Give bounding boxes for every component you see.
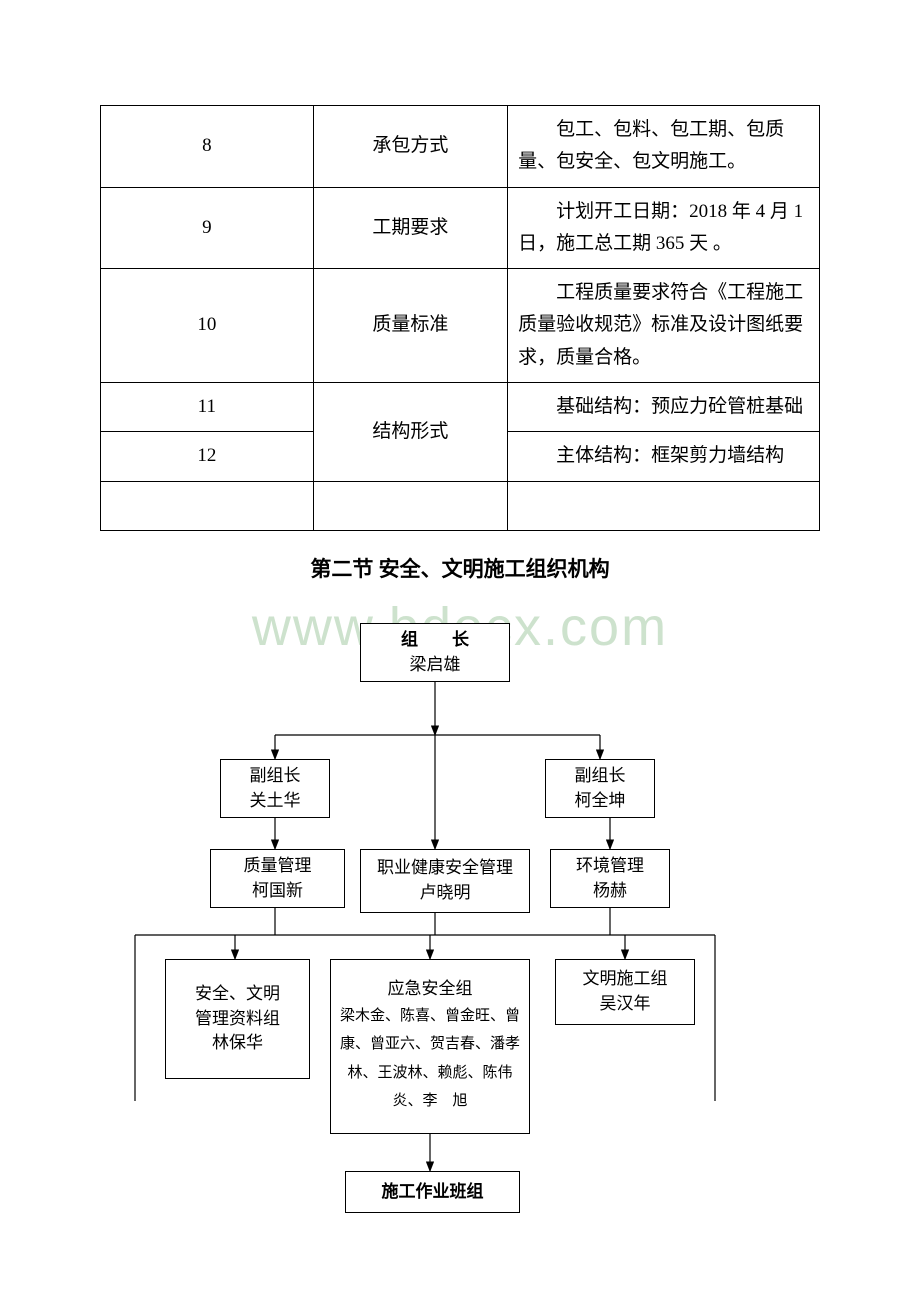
row-desc: 包工、包料、包工期、包质量、包安全、包文明施工。 [508,106,820,188]
org-node-title: 施工作业班组 [382,1180,484,1205]
org-node-title: 安全、文明管理资料组 [195,982,280,1031]
row-label: 承包方式 [313,106,507,188]
row-label: 工期要求 [313,187,507,269]
table-row: 9工期要求计划开工日期：2018 年 4 月 1 日，施工总工期 365 天 。 [101,187,820,269]
table-row: 10质量标准工程质量要求符合《工程施工质量验收规范》标准及设计图纸要求，质量合格… [101,269,820,383]
org-node-title: 职业健康安全管理 [377,856,513,881]
org-node-work: 施工作业班组 [345,1171,520,1213]
org-node-title: 文明施工组 [583,967,668,992]
row-desc: 工程质量要求符合《工程施工质量验收规范》标准及设计图纸要求，质量合格。 [508,269,820,383]
row-desc: 主体结构：框架剪力墙结构 [508,432,820,481]
org-node-leader: 组 长梁启雄 [360,623,510,682]
org-chart: 组 长梁启雄副组长关土华副组长柯全坤质量管理柯国新职业健康安全管理卢晓明环境管理… [100,611,820,1221]
org-node-title: 环境管理 [576,854,644,879]
row-desc: 计划开工日期：2018 年 4 月 1 日，施工总工期 365 天 。 [508,187,820,269]
row-desc: 基础结构：预应力砼管桩基础 [508,383,820,432]
row-number: 9 [101,187,314,269]
org-node-name: 梁启雄 [410,653,461,678]
org-node-safety: 职业健康安全管理卢晓明 [360,849,530,913]
org-node-title: 副组长 [575,764,626,789]
org-node-quality: 质量管理柯国新 [210,849,345,908]
table-row: 8承包方式包工、包料、包工期、包质量、包安全、包文明施工。 [101,106,820,188]
org-node-deputy2: 副组长柯全坤 [545,759,655,818]
org-node-civil: 文明施工组吴汉年 [555,959,695,1025]
org-node-name: 林保华 [212,1031,263,1056]
row-number: 12 [101,432,314,481]
org-node-deputy1: 副组长关土华 [220,759,330,818]
row-number: 8 [101,106,314,188]
table-row-empty [101,481,820,530]
org-node-name: 杨赫 [593,879,627,904]
org-node-name: 吴汉年 [600,992,651,1017]
row-number: 11 [101,383,314,432]
org-node-name: 梁木金、陈喜、曾金旺、曾康、曾亚六、贺吉春、潘孝林、王波林、赖彪、陈伟炎、李 旭 [337,1002,523,1116]
org-node-title: 应急安全组 [388,977,473,1002]
org-node-title: 副组长 [250,764,301,789]
org-node-env: 环境管理杨赫 [550,849,670,908]
section-title: 第二节 安全、文明施工组织机构 [100,553,820,583]
org-node-docgroup: 安全、文明管理资料组林保华 [165,959,310,1079]
row-label: 结构形式 [313,383,507,482]
org-node-title: 组 长 [401,628,469,653]
project-info-table: 8承包方式包工、包料、包工期、包质量、包安全、包文明施工。9工期要求计划开工日期… [100,105,820,531]
org-node-title: 质量管理 [244,854,312,879]
row-label: 质量标准 [313,269,507,383]
org-node-name: 卢晓明 [420,881,471,906]
org-node-name: 关土华 [250,789,301,814]
org-node-emergency: 应急安全组梁木金、陈喜、曾金旺、曾康、曾亚六、贺吉春、潘孝林、王波林、赖彪、陈伟… [330,959,530,1134]
table-row: 11结构形式基础结构：预应力砼管桩基础 [101,383,820,432]
row-number: 10 [101,269,314,383]
org-node-name: 柯国新 [252,879,303,904]
org-node-name: 柯全坤 [575,789,626,814]
